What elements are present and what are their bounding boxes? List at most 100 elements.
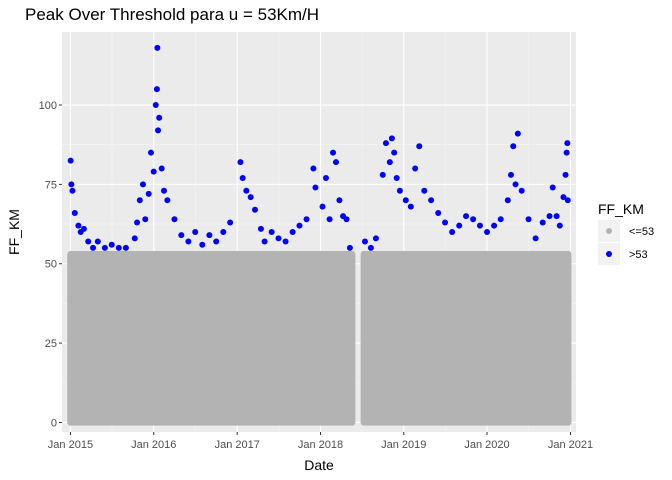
exceedance-point [296, 222, 303, 229]
data-points [67, 44, 572, 426]
exceedance-point [68, 181, 75, 188]
band-segment [360, 251, 572, 426]
exceedance-point [85, 238, 92, 245]
exceedance-point [90, 244, 97, 251]
below-threshold-point [565, 419, 572, 426]
exceedance-point [514, 130, 521, 137]
exceedance-point [549, 184, 556, 191]
exceedance-point [428, 197, 435, 204]
exceedance-point [476, 222, 483, 229]
exceedance-point [142, 216, 149, 223]
exceedance-point [435, 209, 442, 216]
exceedance-point [562, 171, 569, 178]
exceedance-point [75, 222, 82, 229]
exceedance-point [220, 229, 227, 235]
exceedance-point [243, 187, 250, 194]
below-threshold-point [67, 419, 74, 426]
exceedance-point [322, 175, 329, 182]
exceedance-point [164, 197, 171, 204]
exceedance-point [372, 235, 379, 242]
x-tick-label: Jan 2020 [464, 439, 509, 451]
exceedance-point [80, 225, 87, 232]
exceedance-point [379, 171, 386, 178]
exceedance-point [101, 244, 108, 251]
exceedance-point [518, 187, 525, 194]
exceedance-point [69, 187, 76, 194]
exceedance-point [393, 175, 400, 182]
x-axis: Jan 2015 Jan 2016 Jan 2017 Jan 2018 Jan 2019… [48, 432, 593, 451]
below-threshold-point [320, 251, 327, 258]
exceedance-point [237, 159, 244, 166]
exceedance-point [507, 171, 514, 178]
exceedance-point [456, 222, 463, 229]
exceedance-point [303, 216, 310, 223]
exceedance-point [150, 168, 157, 175]
exceedance-point [510, 143, 517, 150]
exceedance-point [239, 175, 246, 182]
x-axis-title: Date [304, 457, 334, 473]
below-threshold-point [152, 251, 159, 258]
y-axis: 0 25 50 75 100 [39, 100, 62, 429]
exceedance-point [553, 213, 560, 220]
below-threshold-point [365, 260, 372, 267]
exceedance-point [470, 216, 477, 223]
exceedance-point [261, 238, 268, 245]
y-axis-title: FF_KM [6, 209, 22, 255]
exceedance-point [525, 216, 532, 223]
exceedance-point [71, 209, 78, 216]
exceedance-point [136, 197, 143, 204]
below-threshold-point [122, 260, 129, 267]
exceedance-point [147, 149, 154, 156]
exceedance-point [332, 159, 339, 166]
below-threshold-band [67, 251, 572, 426]
x-tick-label: Jan 2017 [215, 439, 260, 451]
exceedance-point [160, 187, 167, 194]
exceedance-point [326, 216, 333, 223]
exceedance-point [171, 216, 178, 223]
below-threshold-point [342, 254, 349, 261]
exceedance-point [564, 197, 571, 204]
exceedance-point [115, 244, 122, 251]
y-tick-label: 25 [45, 338, 57, 350]
exceedance-point [178, 232, 185, 239]
exceedance-point [416, 143, 423, 150]
exceedance-point [504, 197, 511, 204]
below-threshold-point [361, 254, 368, 261]
exceedance-point [396, 187, 403, 194]
exceedance-point [252, 206, 259, 213]
exceedance-point [560, 194, 567, 201]
below-threshold-point [99, 257, 106, 264]
exceedance-point [206, 232, 213, 239]
exceedance-point [154, 44, 161, 51]
exceedance-point [421, 187, 428, 194]
exceedance-point [382, 140, 389, 147]
exceedance-point [227, 219, 234, 226]
exceedance-point [361, 238, 368, 245]
legend-label: <=53 [629, 226, 654, 238]
below-threshold-point [285, 254, 292, 261]
exceedance-point [158, 165, 165, 172]
exceedance-point [539, 219, 546, 226]
exceedance-point [257, 225, 264, 232]
below-threshold-point [185, 254, 192, 261]
below-threshold-point [497, 254, 504, 261]
legend-title: FF_KM [598, 201, 644, 217]
legend-key [606, 251, 612, 257]
x-tick-label: Jan 2016 [131, 439, 176, 451]
below-threshold-point [247, 251, 254, 258]
exceedance-point [153, 86, 160, 93]
exceedance-point [367, 244, 374, 251]
x-tick-label: Jan 2021 [548, 439, 593, 451]
exceedance-point [346, 244, 353, 251]
y-tick-label: 50 [45, 259, 57, 271]
exceedance-point [139, 181, 146, 188]
below-threshold-point [76, 251, 83, 258]
exceedance-point [391, 149, 398, 156]
legend-label: >53 [629, 249, 648, 261]
below-threshold-point [463, 251, 470, 258]
exceedance-point [94, 238, 101, 245]
exceedance-point [412, 165, 419, 172]
exceedance-point [268, 229, 275, 235]
exceedance-point [199, 241, 206, 248]
